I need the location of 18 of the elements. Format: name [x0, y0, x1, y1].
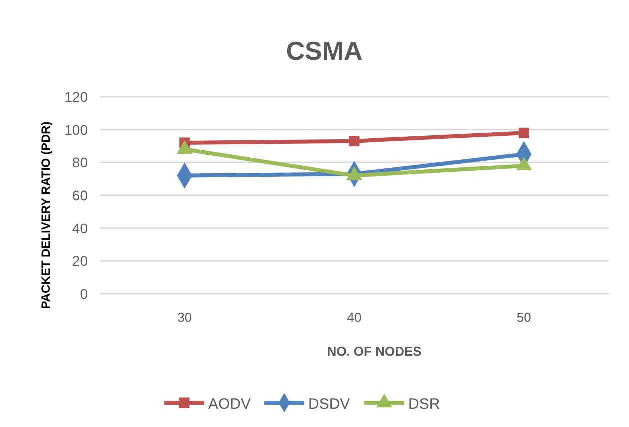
- legend-label: DSDV: [308, 396, 350, 413]
- x-tick-label: 30: [178, 310, 192, 325]
- y-tick-label: 20: [72, 253, 88, 270]
- y-tick-label: 100: [64, 122, 88, 138]
- y-tick-label: 40: [72, 220, 88, 236]
- y-tick-label: 60: [72, 188, 88, 204]
- y-tick-label: 0: [80, 286, 88, 302]
- legend-label: DSR: [408, 396, 440, 413]
- point: [349, 136, 360, 147]
- x-tick-label: 50: [516, 310, 532, 325]
- x-tick-label: 40: [347, 310, 362, 325]
- point: [518, 128, 530, 138]
- y-tick-label: 80: [72, 154, 88, 171]
- chart-title: CSMA: [286, 36, 363, 66]
- y-tick-label: 120: [64, 89, 88, 105]
- legend-label: AODV: [208, 396, 252, 413]
- x-axis-title: NO. OF NODES: [327, 344, 422, 359]
- y-axis-title: PACKET DELIVERY RATIO (PDR): [39, 122, 53, 310]
